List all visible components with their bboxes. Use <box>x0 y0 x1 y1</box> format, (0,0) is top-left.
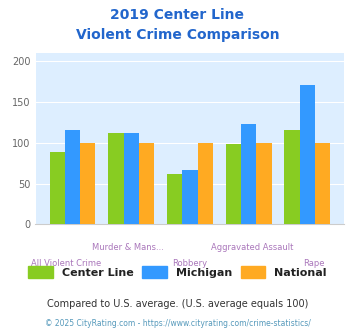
Bar <box>300 85 315 224</box>
Text: Robbery: Robbery <box>173 259 207 268</box>
Bar <box>226 144 241 224</box>
Text: Violent Crime Comparison: Violent Crime Comparison <box>76 28 279 42</box>
Bar <box>50 152 65 224</box>
Bar <box>167 174 182 224</box>
Bar <box>284 130 300 224</box>
Bar <box>241 124 256 224</box>
Bar <box>65 130 80 224</box>
Bar <box>182 171 198 224</box>
Text: All Violent Crime: All Violent Crime <box>31 259 102 268</box>
Bar <box>198 143 213 224</box>
Bar <box>139 143 154 224</box>
Text: Compared to U.S. average. (U.S. average equals 100): Compared to U.S. average. (U.S. average … <box>47 299 308 309</box>
Text: Rape: Rape <box>303 259 324 268</box>
Text: Aggravated Assault: Aggravated Assault <box>211 243 293 251</box>
Bar <box>315 143 330 224</box>
Text: © 2025 CityRating.com - https://www.cityrating.com/crime-statistics/: © 2025 CityRating.com - https://www.city… <box>45 319 310 328</box>
Bar <box>108 133 124 224</box>
Bar <box>80 143 95 224</box>
Text: Murder & Mans...: Murder & Mans... <box>92 243 164 251</box>
Bar <box>124 133 139 224</box>
Legend: Center Line, Michigan, National: Center Line, Michigan, National <box>24 261 331 282</box>
Bar <box>256 143 272 224</box>
Text: 2019 Center Line: 2019 Center Line <box>110 8 245 22</box>
